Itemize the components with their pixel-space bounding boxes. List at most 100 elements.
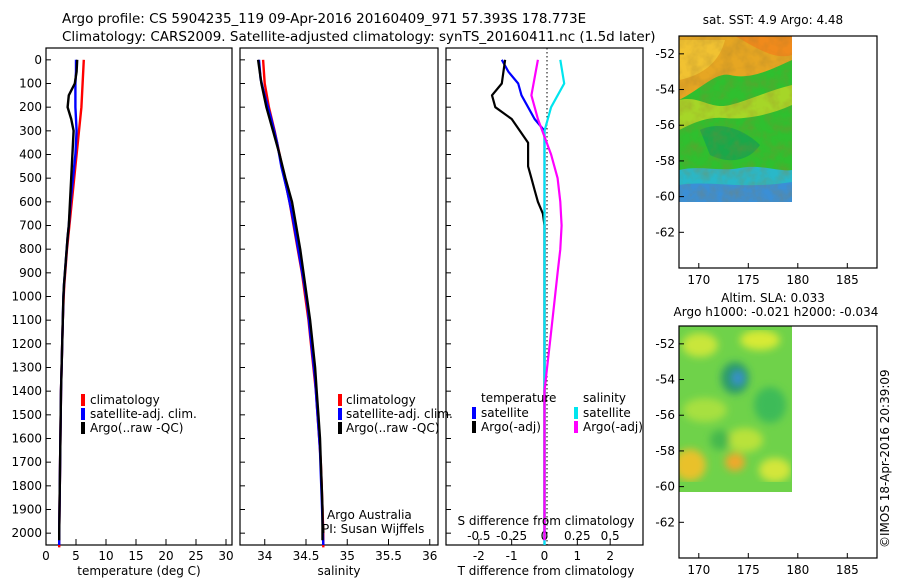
map-y-tick-label: -58 [655, 444, 675, 458]
temperature-x-tick-label: 20 [158, 549, 173, 563]
temperature-x-label: temperature (deg C) [77, 564, 200, 578]
sst-map-x-ticks: 170 175 180 185 [687, 263, 859, 287]
t-difference-x-tick-label: -2 [473, 549, 485, 563]
temperature-series-2 [58, 59, 79, 541]
map-y-tick-label: -54 [655, 373, 675, 387]
legend-swatch-satellite [338, 408, 342, 420]
s-difference-x-ticks: -0.5 -0.25 0 0.25 0.5 [467, 529, 620, 543]
temperature-x-tick-label: 25 [188, 549, 203, 563]
legend-label-climatology: climatology [346, 393, 416, 407]
salinity-profiles [256, 59, 325, 548]
t-difference-x-tick-label: 1 [574, 549, 582, 563]
map-y-tick-label: -52 [655, 47, 675, 61]
map-x-tick-label: 185 [836, 273, 859, 287]
salinity-x-label: salinity [317, 564, 360, 578]
s-difference-tick-label: 0.5 [601, 529, 620, 543]
salinity-x-tick-label: 35 [340, 549, 355, 563]
depth-tick-label: 2000 [11, 526, 42, 540]
t-difference-x-label: T difference from climatology [457, 564, 635, 578]
salinity-panel: 34 34.5 35 35.5 36 salinity climatology sate… [239, 47, 453, 578]
argo-australia-note: Argo Australia [327, 508, 412, 522]
sla-map-x-ticks: 170 175 180 185 [687, 553, 859, 577]
depth-tick-label: 100 [19, 77, 42, 91]
map-y-tick-label: -52 [655, 337, 675, 351]
legend-swatch-climatology [338, 394, 342, 406]
depth-tick-label: 1900 [11, 503, 42, 517]
sst-image [679, 36, 792, 202]
depth-tick-label: 300 [19, 124, 42, 138]
salinity-x-tick-label: 34 [257, 549, 272, 563]
legend-label-argo: Argo(..raw -QC) [346, 421, 439, 435]
map-y-tick-label: -58 [655, 154, 675, 168]
map-y-tick-label: -62 [655, 225, 675, 239]
legend-swatch-t-argo [472, 421, 476, 433]
difference-series-0 [500, 59, 546, 545]
depth-tick-label: 700 [19, 219, 42, 233]
salinity-series-2 [256, 59, 324, 541]
legend-label-s-argo: Argo(-adj) [583, 420, 643, 434]
legend-swatch-satellite [81, 408, 85, 420]
sla-image [679, 326, 792, 492]
legend-label-s-satellite: satellite [583, 406, 631, 420]
sla-map-panel: Altim. SLA: 0.033 Argo h1000: -0.021 h20… [655, 291, 878, 577]
temperature-profiles [58, 59, 85, 548]
sst-map-frame [678, 35, 878, 269]
depth-tick-label: 500 [19, 171, 42, 185]
map-y-tick-label: -56 [655, 118, 675, 132]
s-difference-tick-label: 0.25 [564, 529, 591, 543]
salinity-series-1 [257, 59, 325, 546]
pi-name-note: PI: Susan Wijffels [322, 522, 424, 536]
temperature-legend: climatology satellite-adj. clim. Argo(..… [81, 393, 197, 435]
s-difference-label: S difference from climatology [458, 514, 635, 528]
salinity-x-tick-label: 35.5 [375, 549, 402, 563]
figure-title-line2: Climatology: CARS2009. Satellite-adjuste… [62, 29, 655, 45]
depth-tick-label: 1600 [11, 432, 42, 446]
salinity-series-0 [261, 59, 325, 548]
depth-tick-label: 1200 [11, 337, 42, 351]
depth-tick-label: 200 [19, 100, 42, 114]
map-x-tick-label: 175 [737, 563, 760, 577]
t-difference-x-ticks: -2 -1 0 1 2 [473, 539, 614, 563]
depth-tick-label: 1800 [11, 479, 42, 493]
map-y-tick-label: -60 [655, 480, 675, 494]
difference-series-2 [543, 59, 566, 545]
legend-heading-salinity: salinity [583, 391, 626, 405]
legend-label-satellite: satellite-adj. clim. [346, 407, 453, 421]
difference-series-1 [490, 59, 546, 541]
legend-swatch-argo [338, 422, 342, 434]
temperature-x-tick-label: 30 [218, 549, 233, 563]
temperature-panel: 0 5 10 15 20 25 30 0 100 200 300 400 500 600 700 800 90… [11, 47, 451, 578]
sst-map-y-ticks: -52 -54 -56 -58 -60 -62 [655, 47, 684, 239]
depth-tick-label: 600 [19, 195, 42, 209]
difference-profiles [490, 59, 566, 545]
legend-swatch-t-satellite [472, 407, 476, 419]
t-difference-x-tick-label: 0 [541, 549, 549, 563]
t-difference-x-tick-label: -1 [506, 549, 518, 563]
depth-tick-label: 1300 [11, 361, 42, 375]
sla-map-title: Altim. SLA: 0.033 [721, 291, 825, 305]
depth-tick-label: 1700 [11, 455, 42, 469]
sla-map-frame [678, 325, 878, 559]
salinity-x-ticks: 34 34.5 35 35.5 36 [257, 539, 437, 563]
sla-map-y-ticks: -52 -54 -56 -58 -60 -62 [655, 337, 684, 529]
map-x-tick-label: 170 [687, 273, 710, 287]
legend-label-satellite: satellite-adj. clim. [90, 407, 197, 421]
map-y-tick-label: -62 [655, 515, 675, 529]
s-difference-tick-label: -0.25 [496, 529, 527, 543]
depth-tick-label: 1500 [11, 408, 42, 422]
map-y-tick-label: -56 [655, 408, 675, 422]
depth-tick-label: 800 [19, 242, 42, 256]
temperature-x-ticks: 0 5 10 15 20 25 30 [42, 539, 234, 563]
figure-title-line1: Argo profile: CS 5904235_119 09-Apr-2016… [62, 11, 586, 27]
legend-label-climatology: climatology [90, 393, 160, 407]
temperature-x-tick-label: 15 [128, 549, 143, 563]
sst-map-panel: sat. SST: 4.9 Argo: 4.48 170 175 180 185 -5… [655, 13, 878, 287]
map-y-tick-label: -60 [655, 190, 675, 204]
s-difference-tick-label: -0.5 [467, 529, 490, 543]
temperature-axes-frame [45, 47, 233, 546]
difference-panel: -2 -1 0 1 2 -0.5 -0.25 0 0.25 0.5 S difference f… [445, 47, 644, 578]
legend-swatch-climatology [81, 394, 85, 406]
salinity-x-tick-label: 34.5 [293, 549, 320, 563]
depth-tick-label: 900 [19, 266, 42, 280]
